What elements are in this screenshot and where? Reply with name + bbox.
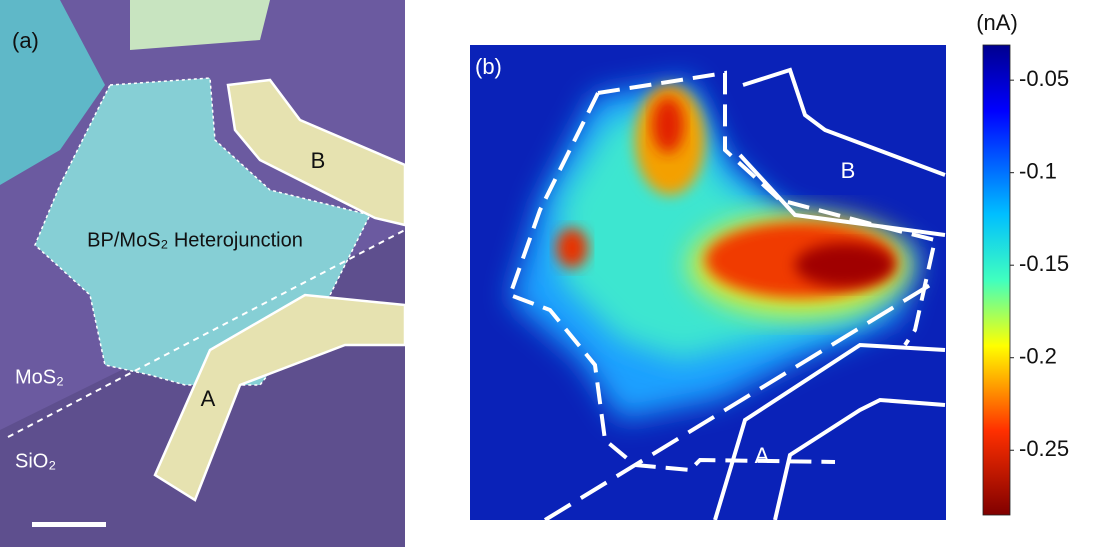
map-region	[556, 228, 588, 268]
panel-b: (b) B A	[470, 45, 946, 520]
colorbar-tick-label: -0.25	[1019, 436, 1069, 461]
material-label: MoS₂	[15, 366, 64, 388]
figure: (a) B BP/MoS₂ Heterojunction MoS₂ A SiO₂	[0, 0, 1094, 547]
electrode-label: A	[201, 386, 216, 411]
colorbar-gradient	[983, 45, 1010, 515]
colorbar: (nA) -0.05 -0.1 -0.15 -0.2 -0.25	[976, 10, 1069, 515]
panel-label: (b)	[475, 54, 502, 79]
heterojunction-label: BP/MoS₂ Heterojunction	[87, 229, 303, 251]
colorbar-tick-label: -0.1	[1019, 158, 1057, 183]
map-region	[652, 97, 684, 153]
material-label: SiO₂	[15, 450, 56, 472]
panel-a: (a) B BP/MoS₂ Heterojunction MoS₂ A SiO₂	[0, 0, 405, 547]
colorbar-tick-label: -0.15	[1019, 251, 1069, 276]
electrode-label: B	[841, 158, 856, 183]
electrode-label: A	[755, 443, 770, 468]
colorbar-label: (nA)	[976, 10, 1018, 35]
electrode-label: B	[311, 148, 326, 173]
colorbar-tick-label: -0.05	[1019, 66, 1069, 91]
map-region	[795, 243, 895, 287]
panel-label: (a)	[12, 28, 39, 53]
colorbar-tick-label: -0.2	[1019, 344, 1057, 369]
scale-bar	[32, 522, 106, 527]
